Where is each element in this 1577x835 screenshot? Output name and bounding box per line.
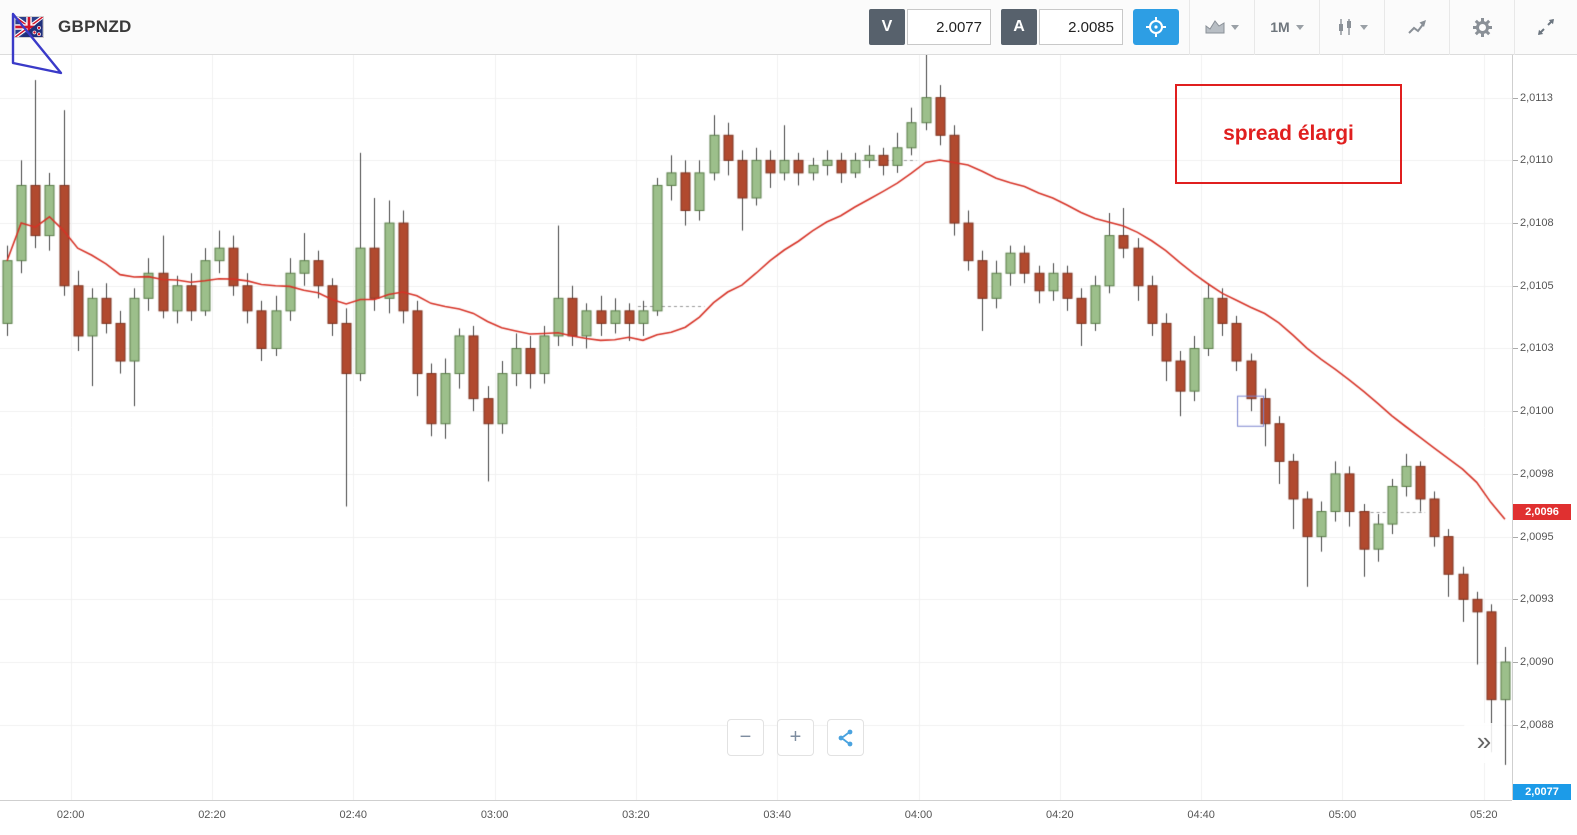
area-chart-icon	[1205, 20, 1225, 34]
timeframe-button[interactable]: 1M	[1266, 15, 1307, 39]
toolbar-controls: V 2.0077 A 2.0085 1M	[869, 0, 1577, 55]
price-axis-label: 2,0113	[1513, 91, 1553, 104]
time-axis-label: 03:00	[480, 809, 509, 821]
price-axis-label: 2,0090	[1513, 656, 1554, 669]
gear-icon	[1472, 17, 1492, 37]
triangle-drawing[interactable]	[8, 10, 68, 80]
time-axis-label: 02:20	[198, 809, 226, 821]
spread-annotation-text: spread élargi	[1223, 122, 1354, 145]
crosshair-icon	[1146, 17, 1166, 37]
buy-button[interactable]: A	[1001, 9, 1037, 45]
settings-group	[1449, 0, 1514, 55]
candle-style-group	[1319, 0, 1384, 55]
sell-button[interactable]: V	[869, 9, 905, 45]
price-axis-label: 2,0098	[1513, 467, 1554, 480]
price-axis-label: 2,0105	[1513, 279, 1554, 292]
chevron-down-icon	[1360, 24, 1368, 30]
sell-quote: V 2.0077	[869, 9, 991, 45]
current-price-tag: 2,0096	[1513, 503, 1571, 520]
candlesticks-icon	[1339, 19, 1351, 35]
crosshair-button[interactable]	[1133, 9, 1179, 45]
time-axis-label: 04:40	[1187, 809, 1215, 821]
chevron-down-icon	[1231, 24, 1239, 30]
price-axis-label: 2,0108	[1513, 217, 1554, 230]
zoom-in-button[interactable]: +	[777, 719, 814, 756]
indicators-button[interactable]	[1403, 15, 1431, 40]
time-axis-label: 03:20	[622, 809, 650, 821]
time-axis-label: 02:00	[56, 809, 85, 821]
expand-arrows-icon	[1538, 19, 1554, 35]
symbol-area: GBPNZD	[0, 16, 132, 38]
price-axis-label: 2,0088	[1513, 718, 1554, 731]
chevron-down-icon	[1295, 24, 1304, 30]
price-axis[interactable]: 2,0113 2,0110 2,0108 2,0105 2,0103 2,0100 2,00…	[1512, 55, 1577, 800]
timeframe-group: 1M	[1254, 0, 1319, 55]
buy-quote: A 2.0085	[1001, 9, 1123, 45]
chart-type-group	[1189, 0, 1254, 55]
time-axis-label: 04:20	[1046, 809, 1074, 821]
price-axis-label: 2,0093	[1513, 593, 1554, 606]
share-button[interactable]	[827, 719, 864, 756]
chart-type-button[interactable]	[1201, 15, 1243, 39]
symbol-title: GBPNZD	[58, 17, 132, 36]
spread-annotation-box[interactable]: spread élargi	[1175, 84, 1402, 184]
zoom-controls: − +	[727, 719, 864, 756]
timeframe-label: 1M	[1270, 19, 1290, 35]
fullscreen-toggle-button[interactable]	[1532, 13, 1560, 41]
share-nodes-icon	[838, 729, 852, 746]
zoom-out-button[interactable]: −	[727, 719, 764, 756]
time-axis-label: 05:00	[1328, 809, 1357, 821]
gbp-nzd-flag-icon	[14, 16, 44, 38]
indicators-group	[1384, 0, 1449, 55]
fullscreen-group	[1514, 0, 1577, 55]
toolbar: GBPNZD V 2.0077 A 2.0085	[0, 0, 1577, 55]
candlestick-chart-canvas[interactable]	[0, 55, 1512, 800]
trend-indicator-icon	[1408, 19, 1426, 34]
price-axis-label: 2,0103	[1513, 342, 1554, 355]
price-axis-label: 2,0100	[1513, 405, 1554, 418]
buy-price: 2.0085	[1039, 9, 1123, 45]
current-price-tag: 2,0077	[1513, 784, 1571, 800]
time-axis[interactable]: 02:00 02:20 02:40 03:00 03:20 03:40 04:00 04:20…	[0, 800, 1512, 835]
scroll-to-latest-button[interactable]: »	[1464, 723, 1504, 763]
sell-price: 2.0077	[907, 9, 991, 45]
chart-area: 2,0113 2,0110 2,0108 2,0105 2,0103 2,0100 2,00…	[0, 55, 1577, 835]
price-axis-label: 2,0110	[1513, 154, 1553, 167]
time-axis-label: 04:00	[904, 809, 933, 821]
price-axis-label: 2,0095	[1513, 530, 1554, 543]
time-axis-label: 02:40	[339, 809, 368, 821]
time-axis-label: 03:40	[763, 809, 791, 821]
candle-style-button[interactable]	[1332, 14, 1372, 40]
settings-button[interactable]	[1468, 13, 1497, 42]
time-axis-label: 05:20	[1469, 809, 1498, 821]
